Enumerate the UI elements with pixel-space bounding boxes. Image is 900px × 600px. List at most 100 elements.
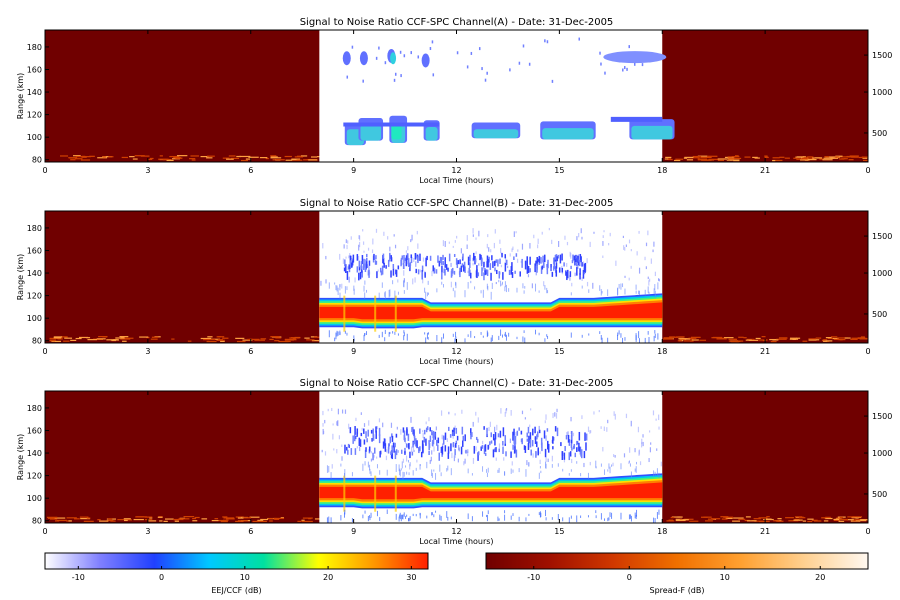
- spread-f-echo: [284, 338, 296, 340]
- spread-echo: [397, 265, 400, 270]
- spread-echo: [461, 263, 464, 268]
- spread-f-echo: [800, 516, 804, 518]
- speckle: [504, 514, 506, 521]
- speckle: [523, 290, 525, 294]
- speckle: [410, 51, 412, 55]
- speckle: [366, 331, 368, 336]
- spread-f-echo: [827, 337, 833, 340]
- speckle: [628, 514, 630, 520]
- speckle: [450, 281, 452, 288]
- spread-echo: [344, 259, 346, 267]
- speckle: [589, 241, 591, 248]
- speckle: [614, 455, 616, 458]
- speckle: [470, 51, 473, 55]
- speckle: [634, 448, 636, 453]
- spread-f-echo: [802, 156, 806, 158]
- speckle: [472, 457, 475, 464]
- spread-echo: [514, 270, 516, 274]
- speckle: [322, 423, 324, 427]
- speckle: [341, 444, 343, 447]
- spread-f-echo: [697, 158, 708, 160]
- speckle: [551, 239, 553, 245]
- y2-tick-label: 500: [872, 490, 887, 499]
- spread-f-echo: [289, 337, 299, 339]
- spread-echo: [422, 444, 424, 454]
- spread-f-echo: [807, 520, 813, 523]
- spread-echo: [499, 430, 502, 438]
- spread-f-echo: [851, 156, 859, 158]
- spread-echo: [408, 442, 410, 450]
- speckle: [650, 258, 652, 264]
- spread-f-echo: [796, 156, 804, 158]
- speckle: [454, 445, 456, 449]
- y-axis-label: Range (km): [16, 254, 25, 301]
- spread-echo: [526, 264, 529, 274]
- speckle: [394, 72, 397, 76]
- speckle: [403, 290, 405, 294]
- speckle: [324, 419, 326, 424]
- speckle: [537, 244, 539, 249]
- speckle: [544, 39, 546, 43]
- speckle: [364, 292, 366, 299]
- spread-echo: [415, 268, 417, 274]
- spread-echo: [498, 271, 501, 279]
- spread-echo: [580, 256, 582, 263]
- speckle: [320, 280, 322, 286]
- speckle: [581, 415, 583, 420]
- speckle: [477, 417, 479, 423]
- spread-f-echo: [764, 155, 768, 157]
- spread-f-echo: [311, 340, 320, 342]
- spread-echo: [358, 437, 361, 446]
- speckle: [435, 426, 437, 431]
- speckle: [496, 424, 498, 431]
- spread-echo: [439, 256, 442, 264]
- speckle: [412, 513, 414, 517]
- speckle: [625, 413, 628, 419]
- spread-echo: [502, 446, 504, 454]
- spread-echo: [486, 269, 489, 276]
- speckle: [452, 333, 454, 337]
- spread-f-echo: [99, 520, 109, 522]
- spread-f-echo: [302, 517, 313, 519]
- speckle: [467, 451, 469, 457]
- spread-echo: [384, 443, 387, 452]
- spread-f-echo: [855, 517, 859, 519]
- speckle: [495, 457, 497, 461]
- speckle: [582, 261, 585, 267]
- speckle: [405, 465, 407, 468]
- speckle: [622, 283, 624, 288]
- speckle: [576, 461, 578, 464]
- speckle: [602, 255, 604, 258]
- speckle: [607, 419, 609, 424]
- spread-f-echo: [794, 516, 803, 518]
- spread-f-echo: [56, 519, 67, 521]
- speckle: [644, 289, 646, 296]
- spread-echo: [540, 266, 543, 274]
- spread-echo: [513, 256, 515, 261]
- speckle: [602, 235, 604, 238]
- speckle: [424, 287, 426, 293]
- speckle: [525, 517, 527, 522]
- plot-area: [45, 391, 868, 523]
- speckle: [558, 241, 560, 247]
- spread-f-echo: [738, 336, 744, 338]
- spread-echo: [375, 430, 377, 439]
- speckle: [343, 244, 345, 249]
- spread-echo: [561, 267, 564, 273]
- speckle: [499, 239, 501, 244]
- speckle: [426, 332, 428, 339]
- spread-f-echo: [124, 519, 132, 521]
- spread-f-echo: [792, 338, 796, 341]
- y2-tick-label: 1500: [872, 232, 892, 241]
- spread-echo: [455, 440, 458, 444]
- spread-f-echo: [852, 519, 859, 522]
- x-tick-label: 0: [865, 347, 870, 356]
- spread-f-echo: [708, 158, 720, 160]
- spread-echo: [438, 452, 440, 461]
- spread-f-echo: [665, 156, 672, 159]
- speckle: [622, 337, 624, 343]
- speckle: [428, 417, 430, 422]
- speckle: [611, 512, 613, 519]
- spread-f-echo: [265, 157, 269, 160]
- speckle: [431, 270, 433, 277]
